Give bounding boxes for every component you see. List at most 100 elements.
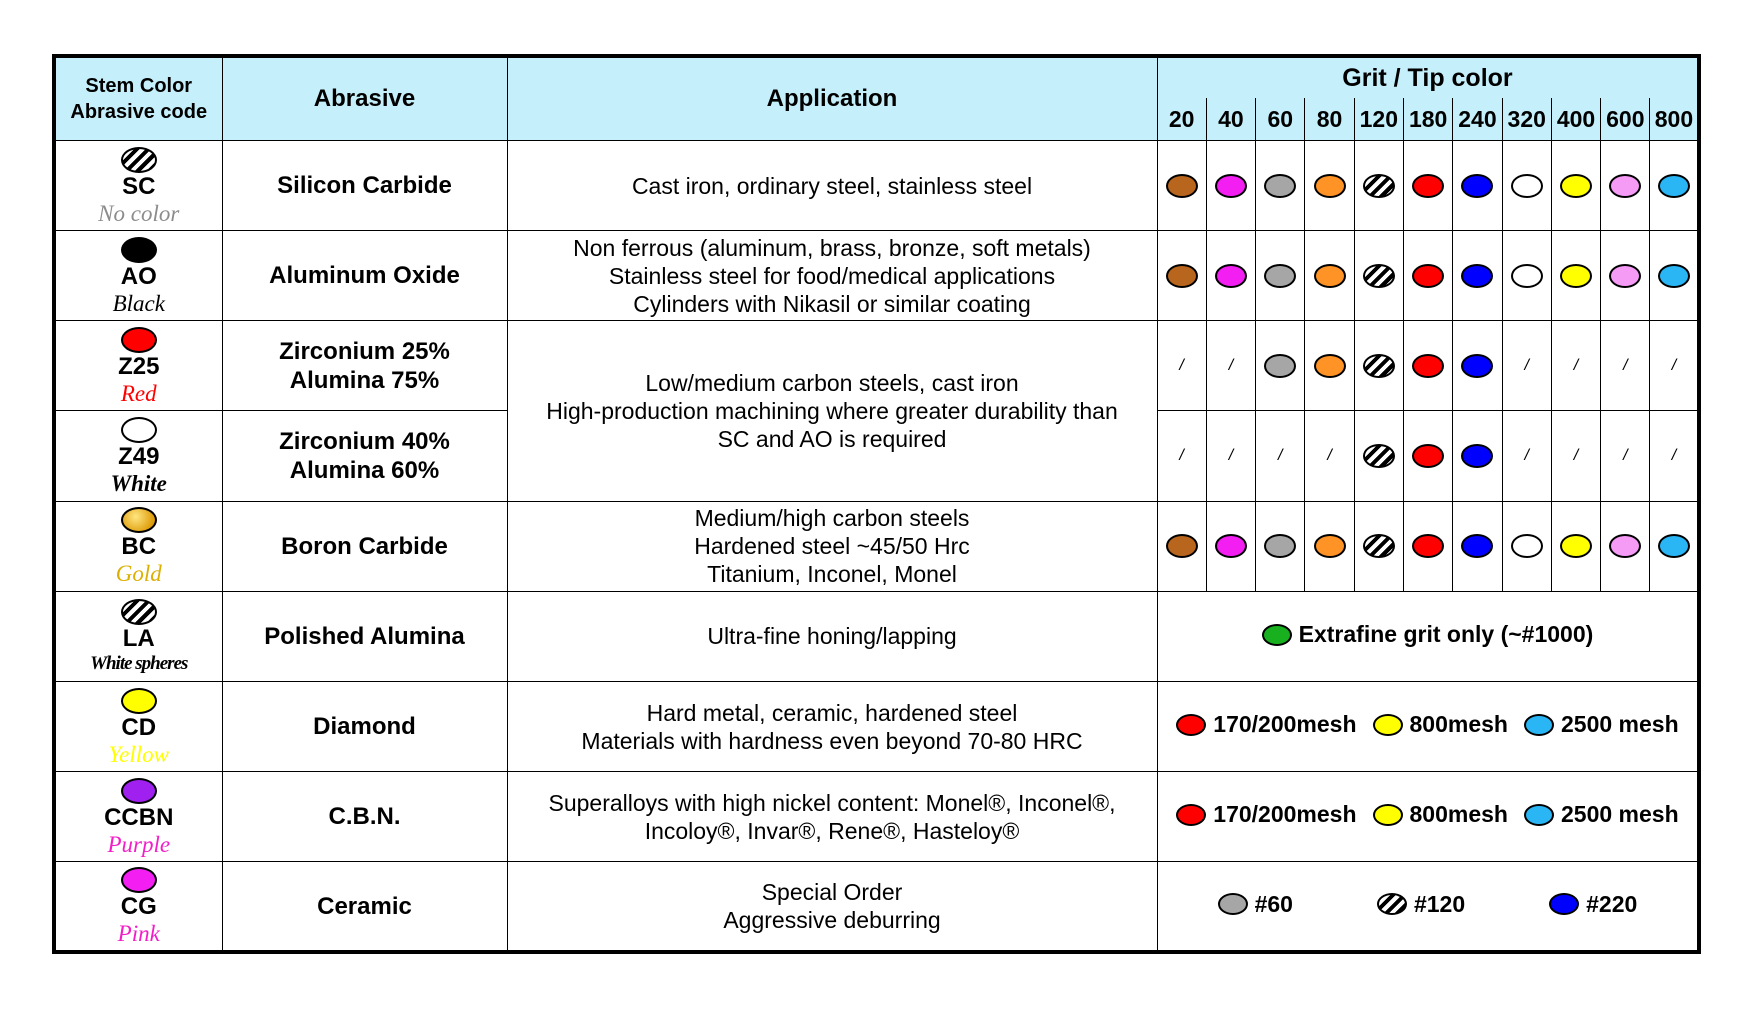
grit-tip-cell — [1600, 139, 1651, 232]
grit-tip-cell: / — [1156, 320, 1207, 412]
grit-400: 400 — [1550, 98, 1602, 141]
grit-group-label: 800mesh — [1409, 801, 1508, 828]
tip-color-dot — [1461, 263, 1494, 288]
grit-tip-cell — [1304, 139, 1355, 232]
grit-240: 240 — [1452, 98, 1503, 141]
grit-tip-cell — [1402, 230, 1454, 322]
tip-color-dot — [1461, 444, 1494, 469]
not-available-mark: / — [1327, 447, 1332, 465]
table-row: CD Yellow Diamond Hard metal, ceramic, hard… — [53, 680, 1700, 773]
tip-color-dot — [1214, 534, 1247, 559]
grit-tip-cell — [1501, 230, 1552, 322]
abrasive-name: Silicon Carbide — [221, 139, 508, 232]
application-line: Special Order — [761, 879, 903, 906]
grit-tip-cell — [1156, 230, 1207, 322]
tip-color-dot — [1362, 173, 1395, 198]
grit-tip-cell — [1205, 500, 1257, 592]
stem-cell: Z25 Red — [53, 320, 223, 412]
stem-color-name: Yellow — [108, 741, 169, 767]
grit-tip-cell — [1255, 500, 1306, 592]
grit-tip-cell — [1501, 500, 1552, 592]
stem-cell: CCBN Purple — [53, 771, 223, 863]
tip-color-dot — [1461, 353, 1494, 378]
grit-tip-cell — [1156, 500, 1207, 592]
tip-color-dot — [1264, 173, 1297, 198]
stem-color-icon — [120, 326, 157, 353]
stem-cell: LA White spheres — [53, 590, 223, 682]
grit-tip-cell: / — [1304, 410, 1355, 502]
not-available-mark: / — [1179, 447, 1184, 465]
grit-tip-cell — [1452, 500, 1503, 592]
tip-color-dot — [1523, 803, 1554, 826]
grit-group-label: #220 — [1586, 890, 1638, 917]
not-available-mark: / — [1179, 356, 1184, 374]
abrasive-code: BC — [121, 533, 157, 561]
tip-color-dot — [1412, 173, 1445, 198]
grit-tip-cell: / — [1600, 410, 1651, 502]
abrasive-name: C.B.N. — [221, 771, 508, 863]
application-line: Cast iron, ordinary steel, stainless ste… — [631, 172, 1033, 199]
abrasive-code: Z25 — [118, 352, 160, 380]
grit-tip-cell: / — [1649, 410, 1700, 502]
grit-tip-cell — [1353, 320, 1404, 412]
tip-color-dot — [1609, 534, 1642, 559]
tip-color-dot — [1313, 173, 1346, 198]
grit-group-cell: 170/200mesh 800mesh 2500 mesh — [1156, 771, 1700, 863]
tip-color-dot — [1461, 534, 1494, 559]
abrasive-name: Ceramic — [221, 861, 508, 953]
not-available-mark: / — [1623, 356, 1628, 374]
abrasive-line: Polished Alumina — [264, 622, 465, 650]
tip-color-dot — [1510, 173, 1543, 198]
stem-cell: Z49 White — [53, 410, 223, 502]
grit-20: 20 — [1156, 98, 1207, 141]
grit-tip-cell — [1402, 139, 1454, 232]
header-stem-color: Stem Color Abrasive code — [53, 55, 223, 141]
grit-tip-cell — [1452, 320, 1503, 412]
application-line: Hard metal, ceramic, hardened steel — [646, 699, 1018, 726]
grit-group-label: #120 — [1413, 890, 1466, 917]
tip-color-dot — [1214, 263, 1247, 288]
grit-tip-cell: / — [1255, 410, 1306, 502]
grit-group-cell: #60 #120 #220 — [1156, 861, 1700, 953]
abrasive-name: Zirconium 40% Alumina 60% — [221, 410, 508, 502]
tip-color-dot — [1412, 534, 1445, 559]
tip-color-dot — [1412, 353, 1445, 378]
abrasive-code: Z49 — [118, 443, 160, 471]
grit-tip-cell — [1353, 500, 1404, 592]
grit-note: Extrafine grit only (~#1000) — [1261, 621, 1593, 648]
application-line: Incoloy®, Invar®, Rene®, Hasteloy® — [644, 817, 1020, 844]
tip-color-dot — [1461, 173, 1494, 198]
stem-color-icon — [120, 417, 157, 444]
application-line: Medium/high carbon steels — [694, 505, 970, 532]
tip-color-dot — [1362, 263, 1395, 288]
grit-tip-cell: / — [1501, 320, 1552, 412]
grit-tip-cell — [1501, 139, 1552, 232]
grit-tip-cell — [1452, 230, 1503, 322]
grit-tip-cell: / — [1205, 410, 1257, 502]
tip-color-dot — [1165, 534, 1198, 559]
stem-color-icon — [120, 236, 157, 263]
stem-cell: BC Gold — [53, 500, 223, 592]
abrasive-selection-table: Stem Color Abrasive code Abrasive Applic… — [52, 54, 1702, 954]
not-available-mark: / — [1671, 447, 1677, 465]
grit-tip-cell — [1402, 410, 1454, 502]
header-code-label: Abrasive code — [70, 101, 208, 123]
grit-tip-cell: / — [1550, 410, 1602, 502]
header-grit-tip-color: Grit / Tip color — [1156, 55, 1700, 98]
grit-tip-cell — [1550, 230, 1602, 322]
application-line: Materials with hardness even beyond 70-8… — [581, 727, 1083, 754]
application-cell: Special Order Aggressive deburring — [506, 861, 1158, 953]
green-tip-dot — [1261, 623, 1292, 646]
tip-color-dot — [1264, 534, 1297, 559]
grit-320: 320 — [1501, 98, 1552, 141]
grit-group-label: 170/200mesh — [1213, 711, 1357, 738]
tip-color-dot — [1176, 803, 1207, 826]
tip-color-dot — [1165, 173, 1198, 198]
grit-note-cell: Extrafine grit only (~#1000) — [1156, 590, 1700, 682]
application-cell: Ultra-fine honing/lapping — [506, 590, 1158, 682]
not-available-mark: / — [1623, 447, 1628, 465]
grit-180: 180 — [1402, 98, 1454, 141]
grit-800: 800 — [1649, 98, 1700, 141]
grit-120: 120 — [1353, 98, 1404, 141]
abrasive-name: Boron Carbide — [221, 500, 508, 592]
